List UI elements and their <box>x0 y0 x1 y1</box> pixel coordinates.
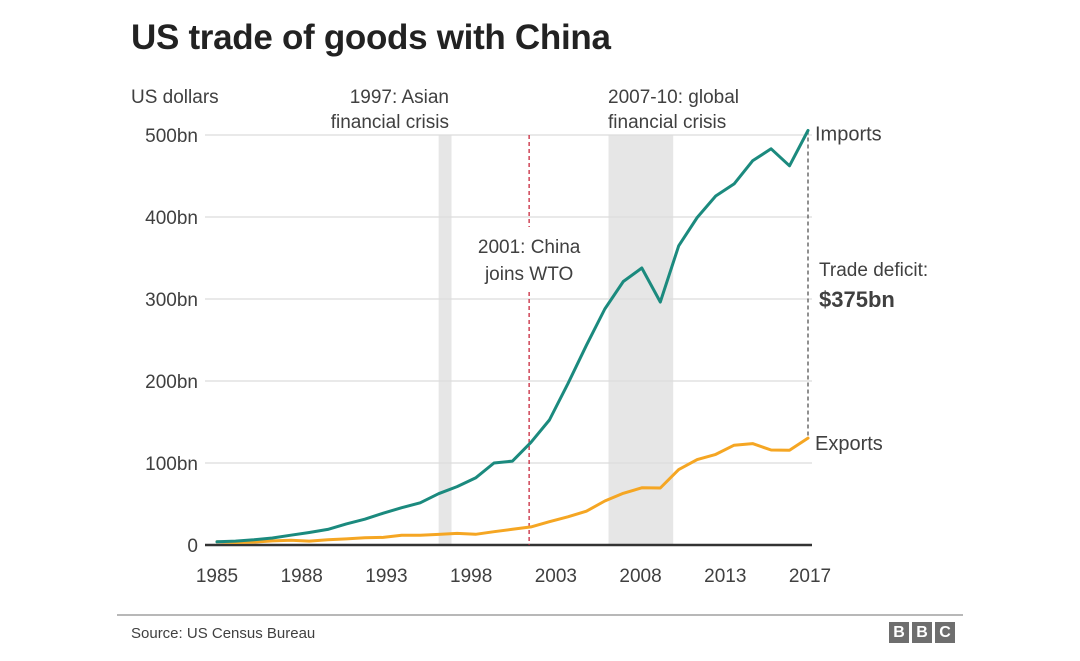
asian-crisis-annotation: financial crisis <box>331 112 449 133</box>
y-axis-labels: 0 100bn 200bn 300bn 400bn 500bn <box>145 126 198 557</box>
bbc-logo-letter: B <box>889 622 909 643</box>
y-axis-title: US dollars <box>131 87 219 108</box>
annotations: 2001: China joins WTO 1997: Asian financial… <box>331 87 928 545</box>
wto-annotation: joins WTO <box>484 264 573 285</box>
x-tick-label: 1985 <box>196 566 238 587</box>
series-line-exports <box>215 436 810 544</box>
exports-label: Exports <box>815 433 883 455</box>
gfc-annotation: financial crisis <box>608 112 726 133</box>
gfc-band <box>608 135 674 545</box>
x-axis-labels: 1985 1988 1993 1998 2003 2008 2013 2017 <box>196 566 831 587</box>
wto-annotation: 2001: China <box>478 237 581 258</box>
source-note: Source: US Census Bureau <box>131 625 316 642</box>
y-tick-label: 0 <box>187 536 198 557</box>
x-tick-label: 1998 <box>450 566 492 587</box>
chart-title: US trade of goods with China <box>131 18 611 57</box>
asian-crisis-annotation: 1997: Asian <box>350 87 449 108</box>
bbc-logo-letter: B <box>912 622 932 643</box>
y-tick-label: 500bn <box>145 126 198 147</box>
x-tick-label: 1993 <box>365 566 407 587</box>
gridlines <box>205 134 812 547</box>
bbc-logo: B B C <box>889 622 955 643</box>
series-line-imports <box>215 129 810 544</box>
bbc-logo-letter: C <box>935 622 955 643</box>
footer-divider <box>117 614 963 616</box>
y-tick-label: 200bn <box>145 372 198 393</box>
x-tick-label: 1988 <box>281 566 323 587</box>
series-labels: Imports Exports <box>815 123 883 455</box>
deficit-label: Trade deficit: <box>819 260 928 281</box>
x-tick-label: 2013 <box>704 566 746 587</box>
y-tick-label: 400bn <box>145 208 198 229</box>
x-tick-label: 2008 <box>619 566 661 587</box>
deficit-value: $375bn <box>819 287 895 312</box>
shaded-periods <box>438 135 674 545</box>
gfc-annotation: 2007-10: global <box>608 87 739 108</box>
y-tick-label: 100bn <box>145 454 198 475</box>
y-tick-label: 300bn <box>145 290 198 311</box>
imports-label: Imports <box>815 123 882 145</box>
x-tick-label: 2017 <box>789 566 831 587</box>
series-lines <box>215 129 810 544</box>
asian-crisis-band <box>438 135 452 545</box>
x-tick-label: 2003 <box>535 566 577 587</box>
